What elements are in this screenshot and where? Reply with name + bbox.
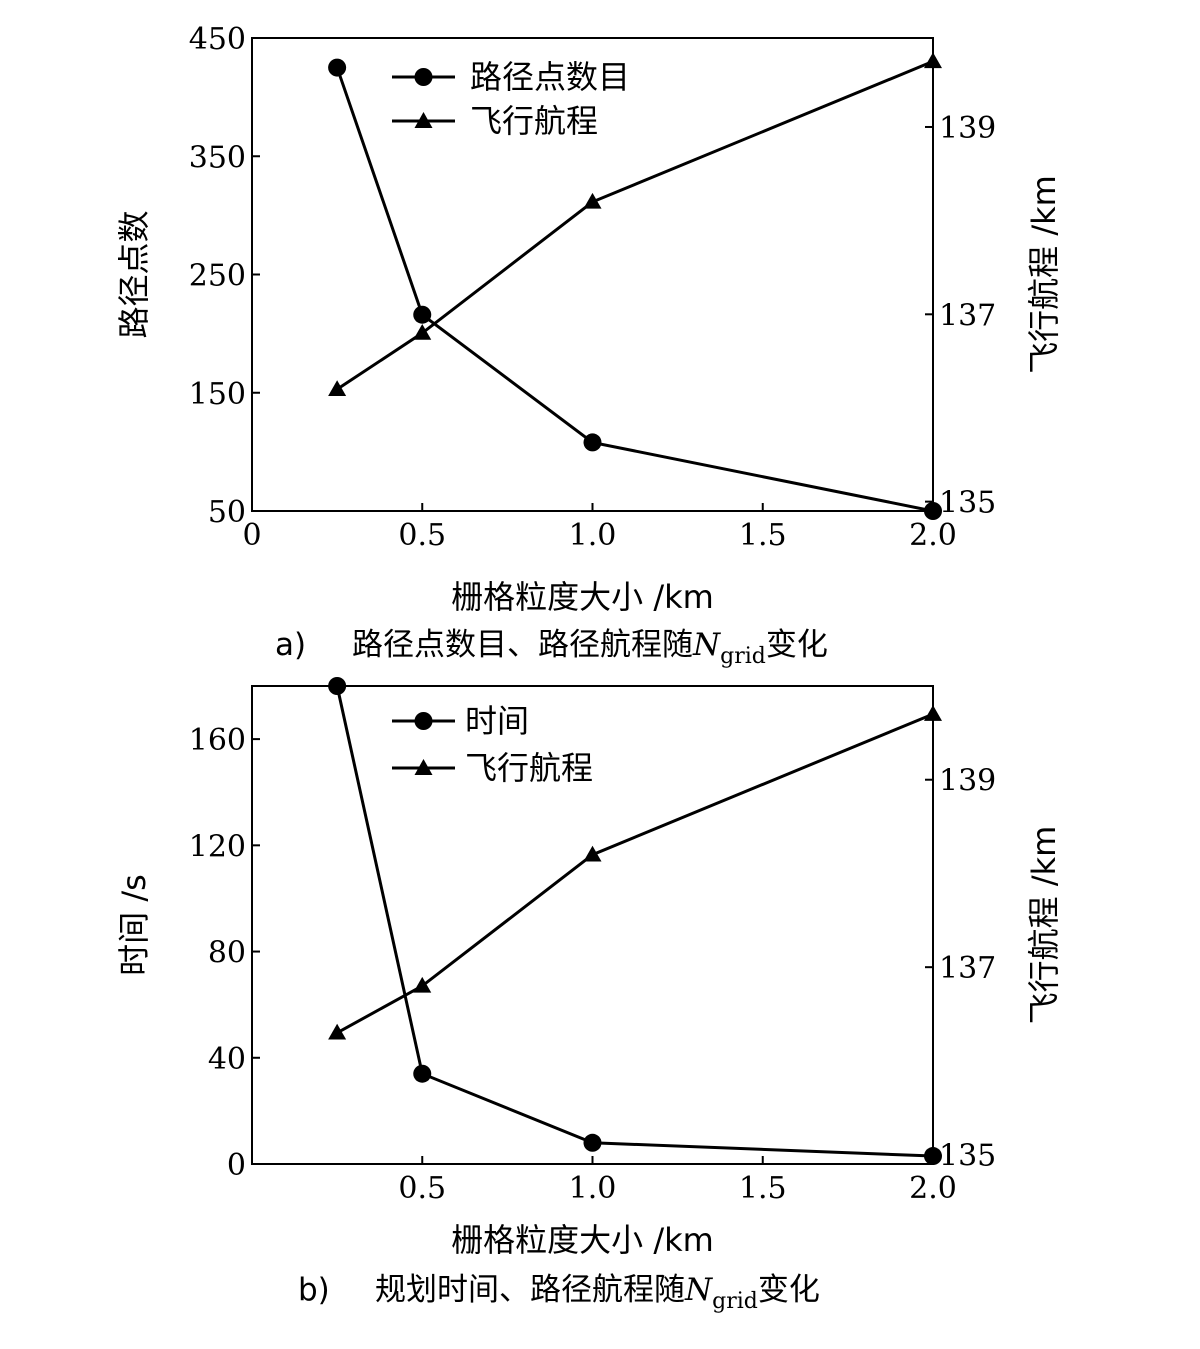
legend-label: 飞行航程 xyxy=(465,749,593,787)
caption-text: 规划时间、路径航程随Ngrid变化 xyxy=(375,1272,820,1314)
data-point-circle xyxy=(924,502,942,520)
legend-label: 时间 xyxy=(465,702,529,740)
y-left-tick-label: 80 xyxy=(208,936,246,971)
legend-label: 飞行航程 xyxy=(470,102,598,140)
x-tick-label: 1.5 xyxy=(739,518,787,553)
data-point-triangle xyxy=(583,192,602,209)
data-point-triangle xyxy=(583,845,602,862)
data-point-triangle xyxy=(328,1023,347,1040)
series-line-2 xyxy=(336,60,934,391)
data-point-triangle xyxy=(924,52,942,69)
x-tick-label: 2.0 xyxy=(909,1171,957,1206)
legend-label: 路径点数目 xyxy=(470,58,630,96)
y-left-axis-title: 路径点数 xyxy=(115,210,153,338)
y-right-tick-label: 135 xyxy=(939,486,996,521)
y-right-tick-label: 137 xyxy=(939,298,996,333)
data-point-circle xyxy=(583,1133,602,1152)
legend-marker-circle xyxy=(414,712,433,730)
data-point-circle xyxy=(413,1064,432,1083)
data-point-triangle xyxy=(328,380,347,396)
series-line-1 xyxy=(335,685,934,1158)
x-tick-label: 1.0 xyxy=(569,518,617,553)
y-left-tick-label: 350 xyxy=(189,140,246,175)
data-point-circle xyxy=(328,677,347,695)
y-left-tick-label: 0 xyxy=(227,1148,246,1183)
legend-marker-triangle xyxy=(414,759,433,775)
y-right-tick-label: 137 xyxy=(939,951,996,986)
legend-marker-circle xyxy=(414,68,433,86)
caption-symbol: N xyxy=(684,1272,714,1308)
caption-symbol: N xyxy=(692,627,722,663)
chart-a: 0 0.5 1.0 1.5 2.0 50 150 250 350 450 135 137 139 路径点数… xyxy=(115,22,1063,669)
y-left-tick-label: 40 xyxy=(208,1042,246,1077)
y-left-tick-label: 450 xyxy=(189,22,246,57)
series-line-2 xyxy=(336,712,934,1035)
x-tick-label: 0.5 xyxy=(398,1171,446,1206)
x-tick-label: 1.0 xyxy=(569,1171,617,1206)
y-left-tick-label: 160 xyxy=(189,723,246,758)
chart-b: 0.5 1.0 1.5 2.0 0 40 80 120 160 135 137 139 时间 /s 飞行航… xyxy=(115,677,1063,1314)
caption-label: b) xyxy=(298,1272,330,1308)
x-axis-title: 栅格粒度大小 /km xyxy=(451,1221,714,1259)
data-point-triangle xyxy=(924,705,942,721)
data-point-triangle xyxy=(413,324,432,340)
caption-text: 路径点数目、路径航程随Ngrid变化 xyxy=(352,627,828,669)
series-line-1 xyxy=(335,67,934,513)
x-tick-label: 0.5 xyxy=(398,518,446,553)
x-tick-label: 2.0 xyxy=(909,518,957,553)
caption-subscript: grid xyxy=(712,1289,758,1314)
y-left-tick-label: 150 xyxy=(189,377,246,412)
y-right-tick-label: 135 xyxy=(939,1139,996,1174)
y-right-tick-label: 139 xyxy=(939,764,996,799)
x-tick-label: 1.5 xyxy=(739,1171,787,1206)
y-left-tick-label: 250 xyxy=(189,259,246,294)
y-left-tick-label: 120 xyxy=(189,829,246,864)
data-point-circle xyxy=(924,1147,942,1166)
data-point-circle xyxy=(328,58,347,77)
caption-suffix: 变化 xyxy=(766,627,828,663)
data-point-triangle xyxy=(413,976,432,993)
x-tick-label: 0 xyxy=(242,518,261,553)
caption-subscript: grid xyxy=(720,644,766,669)
caption-main: 路径点数目、路径航程随 xyxy=(352,627,693,663)
data-point-circle xyxy=(413,305,432,324)
caption-main: 规划时间、路径航程随 xyxy=(375,1272,685,1308)
legend-marker-triangle xyxy=(414,112,433,128)
y-right-axis-title: 飞行航程 /km xyxy=(1025,175,1063,374)
y-right-tick-label: 139 xyxy=(939,111,996,146)
y-right-axis-title: 飞行航程 /km xyxy=(1025,826,1063,1025)
caption-suffix: 变化 xyxy=(758,1272,820,1308)
y-left-axis-title: 时间 /s xyxy=(115,874,153,976)
caption-label: a) xyxy=(275,627,306,663)
data-point-circle xyxy=(583,433,602,452)
x-axis-title: 栅格粒度大小 /km xyxy=(451,578,714,616)
y-left-tick-label: 50 xyxy=(208,495,246,530)
